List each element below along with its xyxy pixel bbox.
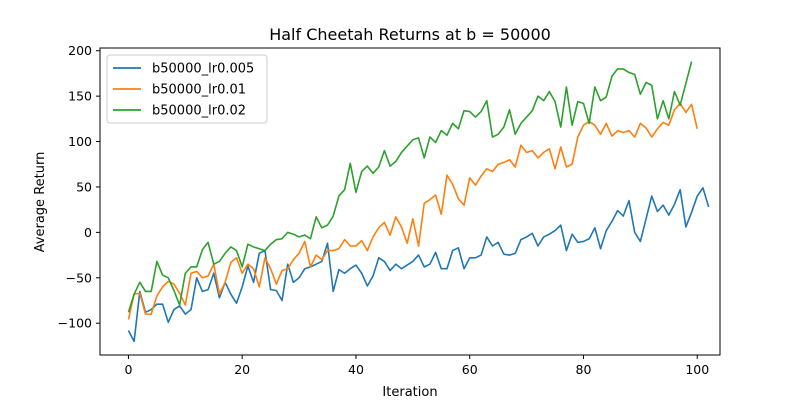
y-tick-label: 150 <box>68 89 92 104</box>
y-tick-label: −50 <box>66 270 92 285</box>
x-tick-label: 80 <box>576 362 592 377</box>
y-tick-label: 0 <box>84 225 92 240</box>
legend-label-1: b50000_lr0.01 <box>152 83 246 98</box>
series-layer <box>127 61 710 343</box>
y-axis-label: Average Return <box>33 152 48 253</box>
y-tick-label: 100 <box>68 134 92 149</box>
x-axis-label: Iteration <box>382 385 437 400</box>
series-line-1 <box>127 102 699 320</box>
y-tick-label: 200 <box>68 43 92 58</box>
x-tick-label: 100 <box>685 362 709 377</box>
y-tick-label: 50 <box>76 179 92 194</box>
y-tick-label: −100 <box>58 316 92 331</box>
x-tick-label: 20 <box>234 362 250 377</box>
plot-frame <box>99 47 721 356</box>
y-axis-ticks: −100 −50 0 50 100 150 200 <box>58 43 100 331</box>
legend-label-0: b50000_lr0.005 <box>152 62 254 77</box>
x-axis-ticks: 0 20 40 60 80 100 <box>124 355 709 377</box>
chart-title: Half Cheetah Returns at b = 50000 <box>269 25 551 44</box>
legend: b50000_lr0.005 b50000_lr0.01 b50000_lr0.02 <box>106 54 268 124</box>
x-tick-label: 60 <box>462 362 478 377</box>
x-tick-label: 0 <box>124 362 132 377</box>
series-line-2 <box>127 61 693 313</box>
legend-box <box>106 54 268 124</box>
legend-label-2: b50000_lr0.02 <box>152 104 246 119</box>
x-tick-label: 40 <box>348 362 364 377</box>
